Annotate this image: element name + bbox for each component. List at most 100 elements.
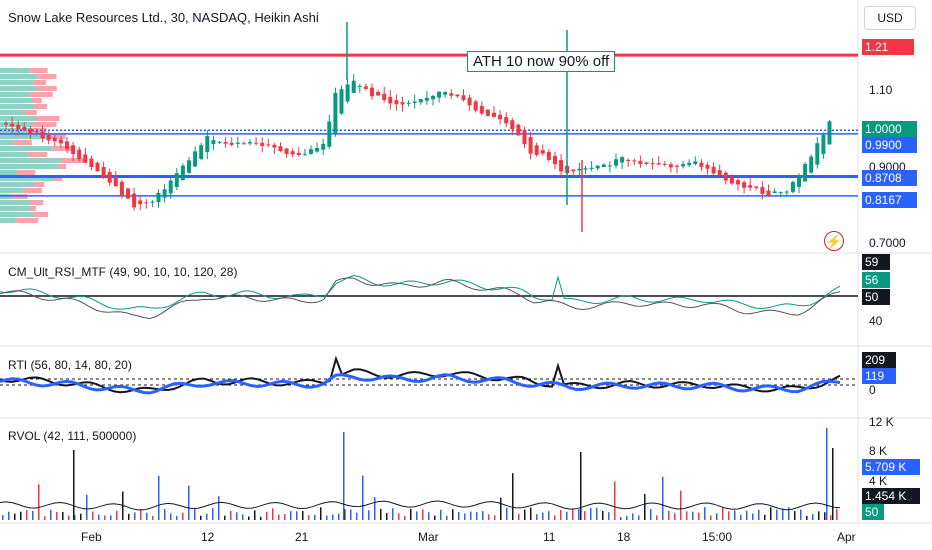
candle-body: [65, 141, 69, 150]
rvol-bar: [2, 515, 4, 520]
rsi-line-green: [0, 274, 841, 310]
candle-body: [162, 189, 167, 198]
candle-body: [187, 160, 191, 173]
candle-body: [534, 145, 539, 155]
rti-badge-119: 119: [862, 368, 896, 384]
rvol-bar: [128, 513, 130, 520]
volume-profile-bar: [0, 110, 25, 115]
candle-body: [693, 161, 698, 164]
rvol-bar: [116, 510, 118, 520]
candle-body: [58, 139, 63, 144]
candle-body: [193, 151, 198, 167]
volume-profile-bar: [37, 74, 57, 79]
rvol-bar: [704, 507, 706, 520]
volume-profile-bar: [0, 140, 14, 145]
rvol-bar: [404, 515, 406, 520]
rti-legend[interactable]: RTI (56, 80, 14, 80, 20): [8, 358, 132, 372]
rvol-bar: [554, 515, 556, 520]
rvol-bar: [68, 515, 70, 520]
candle-body: [687, 162, 692, 166]
volume-profile-bar: [36, 116, 60, 121]
rvol-bar: [56, 511, 58, 520]
rvol-spike-bar: [826, 428, 828, 520]
candle-body: [662, 163, 667, 165]
rsi-mtf-legend[interactable]: CM_Ult_RSI_MTF (49, 90, 10, 10, 120, 28): [8, 265, 238, 279]
volume-profile-bar: [32, 122, 57, 127]
candle-body: [89, 158, 94, 167]
candle-body: [327, 121, 332, 147]
candle-body: [363, 86, 368, 89]
candle-body: [180, 165, 185, 181]
rvol-bar: [146, 512, 148, 520]
rvol-bar: [824, 512, 826, 520]
candle-body: [473, 101, 478, 111]
lightning-icon[interactable]: ⚡: [824, 231, 844, 251]
candle-body: [290, 151, 295, 155]
rvol-bar: [740, 514, 742, 520]
candle-body: [278, 146, 283, 151]
candle-body: [16, 125, 21, 129]
rvol-bar: [782, 508, 784, 520]
rvol-bar: [266, 511, 268, 520]
rvol-bar: [584, 511, 586, 520]
volume-profile-bar: [55, 176, 63, 181]
candle-body: [540, 150, 545, 154]
candle-body: [156, 192, 161, 203]
rvol-bar: [98, 514, 100, 520]
rvol-bar: [428, 512, 430, 520]
rvol-bar: [506, 507, 508, 520]
candle-body: [345, 84, 350, 102]
rvol-bar: [644, 494, 646, 520]
currency-button[interactable]: USD: [864, 6, 916, 30]
rvol-y-tick: 4 K: [869, 474, 888, 488]
candle-body: [437, 91, 442, 98]
candle-body: [229, 142, 234, 145]
candle-body: [632, 160, 637, 162]
rvol-bar: [44, 516, 46, 520]
rvol-bar: [638, 515, 640, 520]
rti-line-blue: [0, 373, 841, 395]
rvol-bar: [104, 515, 106, 520]
candle-body: [376, 91, 381, 96]
candle-body: [577, 168, 582, 171]
candle-body: [302, 153, 307, 155]
rvol-bar: [416, 511, 418, 520]
rvol-bar: [668, 510, 670, 520]
rvol-bar: [8, 511, 10, 520]
volume-profile-bar: [49, 134, 66, 139]
candle-body: [357, 86, 362, 88]
candle-body: [479, 105, 484, 114]
rvol-bar: [92, 511, 94, 520]
candle-body: [766, 190, 771, 196]
candle-body: [138, 200, 143, 205]
rvol-bar: [326, 515, 328, 520]
volume-profile-bar: [0, 188, 24, 193]
x-tick-label: Feb: [81, 530, 102, 544]
candle-body: [492, 112, 496, 117]
candle-body: [723, 172, 728, 181]
x-tick-label: Apr: [837, 530, 856, 544]
volume-profile-bar: [0, 212, 35, 217]
candle-body: [424, 97, 429, 101]
volume-profile-bar: [34, 212, 49, 217]
level-badge-0-8167: 0.8167: [862, 192, 917, 208]
candle-body: [22, 126, 27, 131]
rvol-bar: [80, 513, 82, 520]
candle-body: [797, 175, 801, 187]
rvol-bar: [86, 494, 88, 520]
rvol-bar: [674, 513, 676, 520]
candle-body: [132, 193, 137, 208]
candle-body: [412, 101, 417, 104]
candle-body: [705, 164, 710, 169]
rvol-legend[interactable]: RVOL (42, 111, 500000): [8, 429, 137, 443]
rvol-bar: [236, 512, 238, 520]
x-tick-label: 11: [543, 530, 556, 544]
candle-body: [675, 165, 679, 167]
candle-body: [821, 134, 826, 154]
volume-profile-bar: [30, 128, 47, 133]
rvol-bar: [344, 509, 346, 520]
rvol-bar: [152, 515, 154, 520]
rvol-bar: [788, 507, 790, 520]
candle-body: [254, 142, 259, 144]
